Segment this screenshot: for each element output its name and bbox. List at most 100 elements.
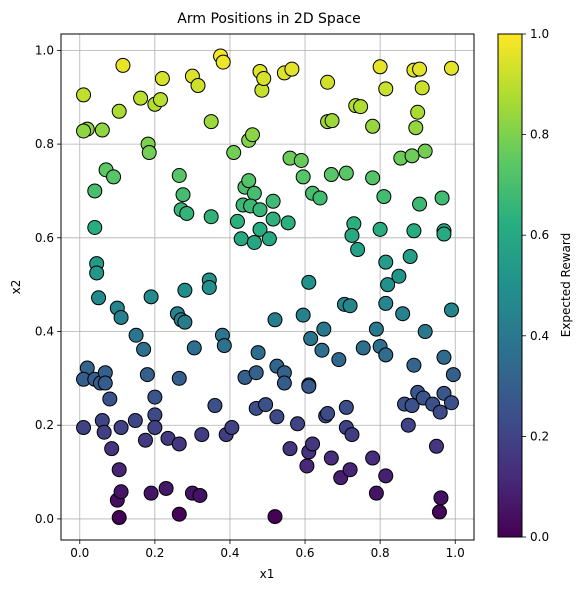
data-point	[376, 189, 392, 205]
data-point	[133, 90, 149, 106]
data-point	[250, 345, 266, 361]
y-tick-label: 0.6	[35, 231, 54, 245]
data-point	[76, 123, 92, 139]
data-point	[338, 399, 354, 415]
data-point	[350, 242, 366, 258]
data-point	[344, 227, 360, 243]
data-point	[141, 145, 157, 161]
data-point	[412, 61, 428, 77]
data-point	[111, 462, 127, 478]
data-point	[177, 314, 193, 330]
data-point	[267, 509, 283, 525]
data-point	[295, 307, 311, 323]
data-point	[436, 226, 452, 242]
data-point	[203, 209, 219, 225]
data-point	[76, 87, 92, 103]
colorbar-label: Expected Reward	[559, 233, 573, 338]
data-point	[147, 420, 163, 436]
x-tick-label: 0.6	[295, 546, 314, 560]
data-point	[203, 114, 219, 130]
data-point	[412, 196, 428, 212]
data-point	[284, 61, 300, 77]
x-tick-label: 0.0	[70, 546, 89, 560]
data-point	[365, 450, 381, 466]
data-point	[246, 234, 262, 250]
data-point	[89, 265, 105, 281]
y-axis-ticks: 0.0 0.2 0.4 0.6 0.8 1.0	[35, 43, 61, 526]
y-tick-label: 1.0	[35, 43, 54, 57]
data-point	[303, 331, 319, 347]
y-tick-label: 0.4	[35, 325, 54, 339]
y-axis-label: x2	[9, 280, 23, 295]
data-point	[171, 506, 187, 522]
data-point	[265, 211, 281, 227]
data-point	[244, 127, 260, 143]
data-point	[378, 295, 394, 311]
data-point	[246, 185, 262, 201]
data-point	[177, 282, 193, 298]
data-point	[391, 268, 407, 284]
data-point	[91, 290, 107, 306]
data-point	[265, 193, 281, 209]
data-point	[226, 145, 242, 161]
data-point	[372, 221, 388, 237]
data-point	[158, 480, 174, 496]
colorbar-tick-label: 1.0	[530, 27, 549, 41]
data-point	[324, 113, 340, 129]
colorbar-ticks: 0.0 0.2 0.4 0.6 0.8 1.0	[522, 27, 549, 544]
data-point	[432, 404, 448, 420]
data-point	[378, 81, 394, 97]
data-point	[280, 215, 296, 231]
colorbar-tick-label: 0.4	[530, 329, 549, 343]
data-point	[115, 57, 131, 73]
data-point	[175, 187, 191, 203]
data-point	[445, 367, 461, 383]
data-point	[344, 427, 360, 443]
data-point	[252, 202, 268, 218]
data-point	[94, 122, 110, 138]
data-point	[404, 148, 420, 164]
x-tick-label: 0.4	[220, 546, 239, 560]
x-tick-label: 1.0	[446, 546, 465, 560]
data-point	[320, 406, 336, 421]
x-tick-label: 0.2	[145, 546, 164, 560]
colorbar	[497, 33, 523, 538]
colorbar-tick-label: 0.0	[530, 530, 549, 544]
data-point	[355, 340, 371, 356]
colorbar-tick-label: 0.6	[530, 228, 549, 242]
data-point	[224, 420, 240, 436]
data-point	[368, 485, 384, 501]
data-point	[113, 309, 129, 325]
y-tick-label: 0.0	[35, 512, 54, 526]
grid-lines	[61, 34, 474, 540]
data-point	[414, 80, 430, 96]
data-point	[316, 321, 332, 337]
data-point	[190, 78, 206, 94]
data-point	[299, 458, 315, 474]
data-point	[215, 54, 231, 70]
data-point	[372, 59, 388, 75]
data-point	[282, 441, 298, 457]
data-point	[139, 367, 155, 383]
data-point	[241, 173, 257, 189]
data-point	[276, 375, 292, 391]
data-point	[136, 341, 152, 357]
data-point	[436, 349, 452, 365]
data-point	[342, 298, 358, 314]
data-point	[395, 306, 411, 322]
data-point	[305, 436, 321, 452]
data-point	[378, 468, 394, 484]
y-tick-label: 0.2	[35, 418, 54, 432]
data-point	[258, 397, 274, 413]
x-axis-label: x1	[260, 567, 275, 581]
data-point	[256, 71, 272, 87]
data-point	[137, 432, 153, 448]
data-point	[433, 490, 449, 506]
data-point	[96, 424, 112, 440]
data-point	[338, 165, 354, 181]
data-point	[378, 254, 394, 270]
data-point	[323, 167, 339, 183]
data-point	[406, 223, 422, 239]
chart-title: Arm Positions in 2D Space	[177, 11, 360, 27]
data-point	[406, 357, 422, 373]
